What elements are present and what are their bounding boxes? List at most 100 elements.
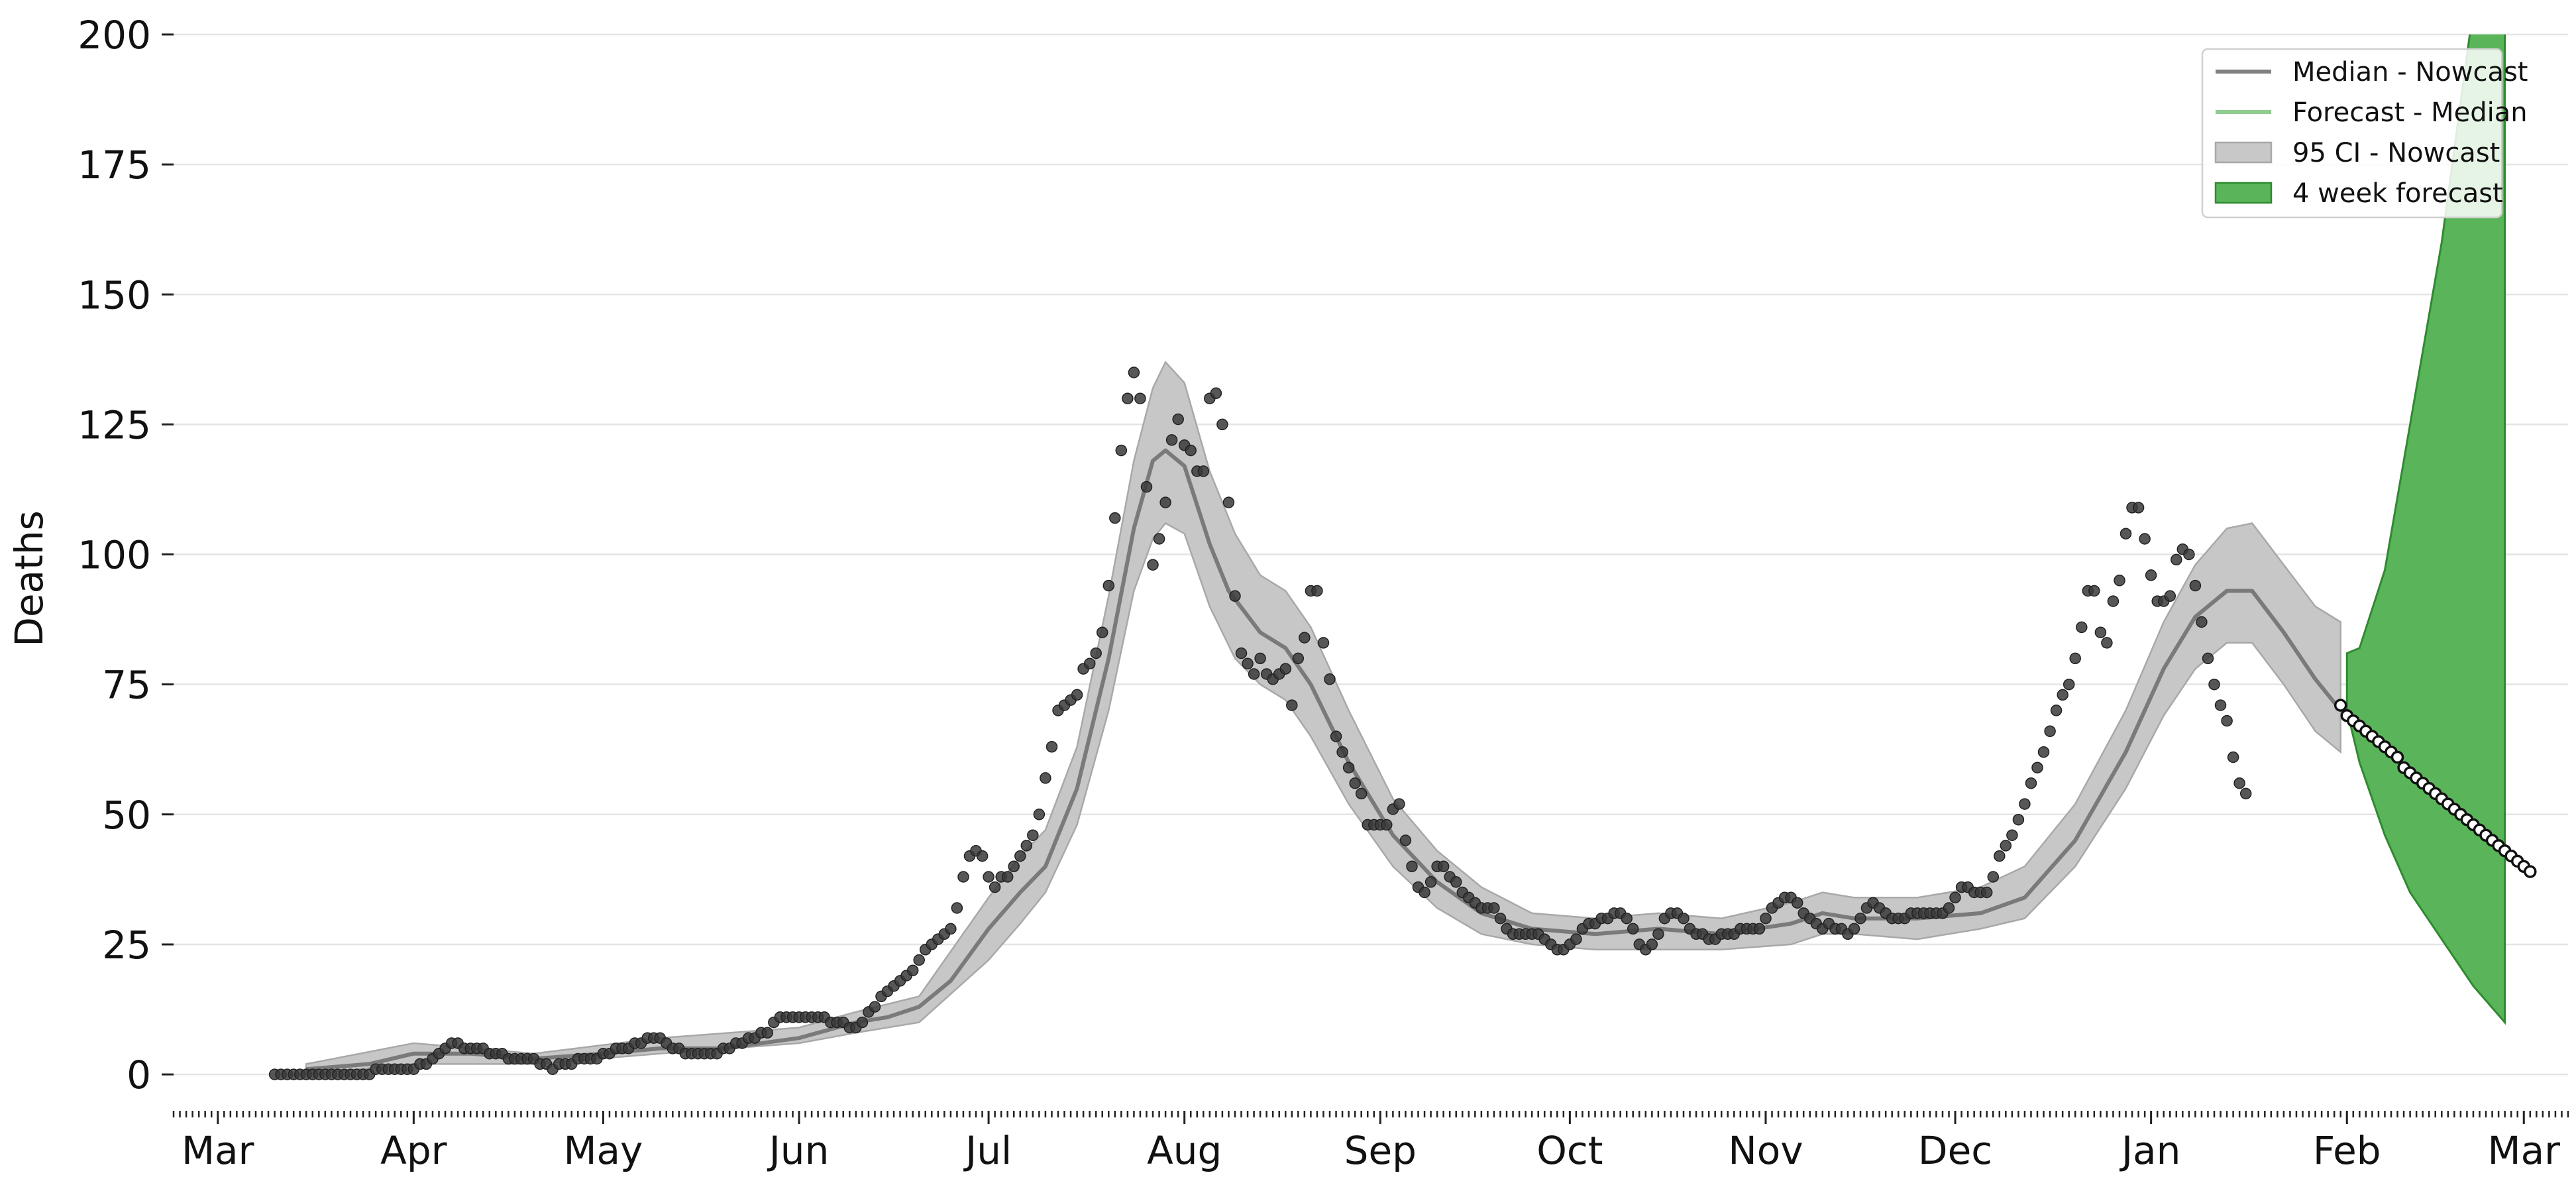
observed-point	[2012, 813, 2025, 826]
observed-point	[1128, 367, 1140, 378]
observed-point	[2239, 787, 2252, 800]
observed-point	[2139, 533, 2151, 545]
legend-label: Forecast - Median	[2292, 97, 2528, 128]
observed-point	[1349, 777, 1361, 789]
observed-point	[1848, 923, 1860, 935]
x-tick-label: Feb	[2313, 1128, 2381, 1173]
x-tick-label: Dec	[1918, 1128, 1992, 1173]
observed-point	[2183, 548, 2195, 561]
observed-point	[856, 1016, 869, 1029]
observed-point	[1760, 912, 1772, 925]
forecast-median-point	[2524, 865, 2537, 878]
y-tick-label: 75	[102, 663, 151, 708]
observed-point	[1980, 886, 1993, 899]
observed-point	[2025, 777, 2037, 789]
x-tick-label: Jul	[963, 1128, 1012, 1173]
observed-point	[1046, 741, 1058, 753]
observed-point	[976, 850, 989, 862]
observed-point	[1197, 465, 1210, 477]
observed-point	[1027, 829, 1039, 841]
observed-point	[1627, 923, 1639, 935]
observed-point	[1014, 850, 1026, 862]
y-tick-label: 125	[78, 402, 151, 447]
x-tick-label: Oct	[1536, 1128, 1603, 1173]
observed-point	[1437, 860, 1450, 873]
observed-point	[2114, 575, 2125, 587]
median-nowcast-line	[305, 448, 2343, 1072]
forecast-median-point	[2390, 750, 2404, 764]
observed-point	[1254, 652, 1266, 665]
observed-point	[1292, 652, 1305, 665]
observed-point	[1336, 746, 1348, 758]
legend: Median - Nowcast Forecast - Median 95 CI -…	[2201, 48, 2528, 219]
observed-point	[2057, 689, 2068, 701]
legend-frame	[2201, 48, 2503, 219]
observed-point	[1001, 871, 1014, 883]
observed-point	[1210, 387, 1222, 400]
observed-point	[957, 871, 969, 883]
observed-point	[951, 902, 963, 914]
observed-point	[2221, 714, 2233, 727]
observed-point	[1020, 840, 1033, 852]
observed-point	[1311, 585, 1323, 597]
x-tick-label: Mar	[2488, 1128, 2561, 1173]
observed-point	[2202, 652, 2214, 665]
observed-point	[1488, 902, 1500, 914]
observed-point	[2171, 553, 2182, 566]
y-tick-label: 0	[127, 1052, 151, 1098]
observed-point	[2208, 678, 2220, 691]
observed-point	[2120, 528, 2132, 539]
observed-point	[2088, 585, 2100, 597]
observed-point	[1791, 897, 1803, 909]
x-tick-label: Jan	[2120, 1128, 2180, 1173]
observed-point	[1381, 819, 1393, 831]
x-tick-label: May	[563, 1128, 643, 1173]
observed-point	[1147, 559, 1159, 571]
observed-point	[1033, 809, 1046, 821]
observed-point	[1040, 772, 1051, 784]
observed-point	[1450, 876, 1462, 888]
observed-point	[1342, 762, 1355, 773]
observed-point	[1185, 444, 1197, 457]
observed-point	[1678, 912, 1690, 925]
observed-point	[1115, 444, 1128, 457]
observed-point	[1008, 860, 1020, 873]
legend-label: 95 CI - Nowcast	[2292, 138, 2500, 168]
legend-patch-swatch	[2214, 182, 2273, 204]
observed-point	[1096, 626, 1108, 638]
observed-point	[1172, 413, 1184, 425]
observed-point	[1235, 647, 1248, 659]
observed-point	[2037, 746, 2050, 758]
observed-point	[2044, 725, 2056, 738]
y-tick-label: 25	[102, 923, 151, 968]
observed-point	[2145, 569, 2157, 581]
ci-band	[305, 361, 2341, 1076]
observed-point	[989, 881, 1001, 893]
observed-point	[2233, 777, 2245, 789]
x-tick-label: Nov	[1728, 1128, 1803, 1173]
observed-point	[1621, 912, 1633, 925]
observed-point	[2076, 621, 2088, 634]
observed-point	[1399, 834, 1412, 846]
observed-point	[945, 923, 957, 935]
observed-point	[1424, 876, 1437, 888]
observed-point	[1248, 668, 1260, 680]
x-tick-label: Apr	[380, 1128, 447, 1173]
observed-point	[1652, 928, 1664, 940]
observed-point	[1330, 730, 1342, 742]
legend-patch-swatch	[2214, 141, 2273, 164]
observed-point	[1216, 418, 1228, 431]
observed-point	[1286, 699, 1298, 711]
observed-point	[1324, 673, 1336, 685]
y-tick-label: 100	[78, 533, 151, 578]
observed-point	[1134, 392, 1146, 404]
observed-point	[1159, 496, 1171, 508]
y-tick-label: 50	[102, 793, 151, 838]
data-points	[268, 367, 2537, 1080]
observed-point	[1242, 657, 1254, 670]
observed-point	[2069, 652, 2081, 665]
observed-point	[2189, 579, 2202, 592]
legend-label: Median - Nowcast	[2292, 57, 2528, 87]
observed-point	[2227, 751, 2239, 764]
